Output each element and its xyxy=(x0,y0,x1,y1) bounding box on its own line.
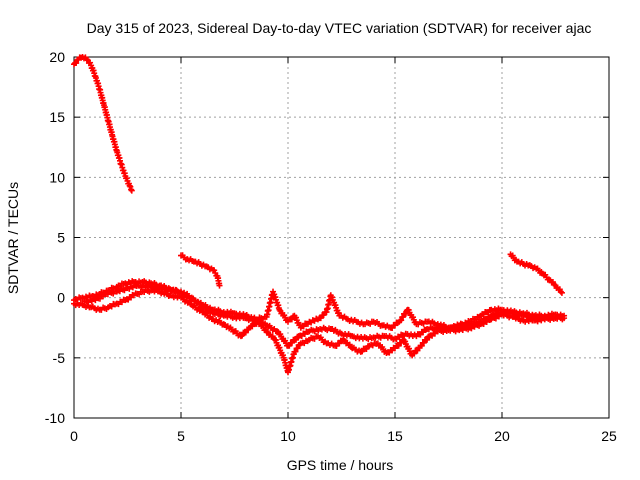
y-tick-label: 5 xyxy=(57,230,65,246)
data-point xyxy=(398,317,405,324)
x-tick-label: 20 xyxy=(494,428,510,444)
x-tick-label: 5 xyxy=(177,428,185,444)
data-point xyxy=(216,282,223,289)
data-point xyxy=(402,310,409,317)
data-point xyxy=(552,313,559,320)
series-mid-track-b xyxy=(507,251,565,296)
x-axis-label: GPS time / hours xyxy=(287,457,394,473)
data-point xyxy=(83,56,90,63)
data-point xyxy=(561,315,568,322)
series-band-middle xyxy=(81,282,559,349)
data-point xyxy=(286,342,293,349)
data-point xyxy=(420,339,427,346)
data-point xyxy=(73,60,80,67)
data-point xyxy=(288,316,295,323)
y-tick-label: -10 xyxy=(45,410,65,426)
x-tick-label: 10 xyxy=(280,428,296,444)
axis-ticks: 0 5 10 15 20 25 -10 -5 0 5 10 15 20 xyxy=(45,49,617,444)
y-tick-label: 20 xyxy=(49,49,65,65)
data-point xyxy=(239,332,246,339)
series-mid-track-a xyxy=(178,252,223,289)
x-tick-label: 15 xyxy=(387,428,403,444)
data-point xyxy=(128,187,135,194)
grid xyxy=(74,57,609,418)
data-point xyxy=(395,342,402,349)
series-high-track xyxy=(71,54,135,194)
data-point xyxy=(242,329,249,336)
y-tick-label: 10 xyxy=(49,169,65,185)
data-point xyxy=(418,342,425,349)
data-point xyxy=(558,289,565,296)
data-point xyxy=(400,313,407,320)
data-point xyxy=(293,336,300,343)
y-tick-label: 15 xyxy=(49,109,65,125)
data-point xyxy=(292,348,299,355)
y-axis-label: SDTVAR / TECUs xyxy=(5,182,21,294)
x-tick-label: 25 xyxy=(601,428,617,444)
data-point xyxy=(320,312,327,319)
data-point xyxy=(294,345,301,352)
data-point xyxy=(398,339,405,346)
data-point xyxy=(289,339,296,346)
chart-title: Day 315 of 2023, Sidereal Day-to-day VTE… xyxy=(87,20,592,36)
data-point xyxy=(424,336,431,343)
data-point xyxy=(411,350,418,357)
data-point xyxy=(317,315,324,322)
y-tick-label: 0 xyxy=(57,290,65,306)
y-tick-label: -5 xyxy=(53,350,66,366)
data-points xyxy=(71,54,568,376)
x-tick-label: 0 xyxy=(70,428,78,444)
data-point xyxy=(414,347,421,354)
